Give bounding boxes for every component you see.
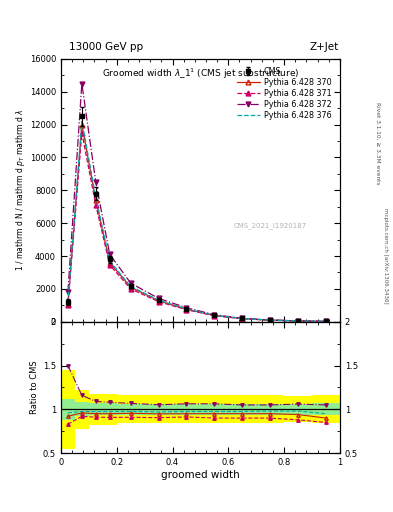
Text: mcplots.cern.ch [arXiv:1306.3436]: mcplots.cern.ch [arXiv:1306.3436]	[384, 208, 388, 304]
Text: 13000 GeV pp: 13000 GeV pp	[69, 42, 143, 52]
Text: Groomed width $\lambda\_1^1$ (CMS jet substructure): Groomed width $\lambda\_1^1$ (CMS jet su…	[102, 67, 299, 81]
Text: CMS_2021_I1920187: CMS_2021_I1920187	[234, 222, 307, 229]
Text: Z+Jet: Z+Jet	[310, 42, 339, 52]
Legend: CMS, Pythia 6.428 370, Pythia 6.428 371, Pythia 6.428 372, Pythia 6.428 376: CMS, Pythia 6.428 370, Pythia 6.428 371,…	[235, 66, 333, 122]
Y-axis label: 1 / mathrm d N / mathrm d $p_T$ mathrm d $\lambda$: 1 / mathrm d N / mathrm d $p_T$ mathrm d…	[14, 109, 27, 271]
Y-axis label: Ratio to CMS: Ratio to CMS	[30, 360, 39, 414]
X-axis label: groomed width: groomed width	[161, 470, 240, 480]
Text: Rivet 3.1.10, ≥ 3.3M events: Rivet 3.1.10, ≥ 3.3M events	[376, 102, 380, 185]
